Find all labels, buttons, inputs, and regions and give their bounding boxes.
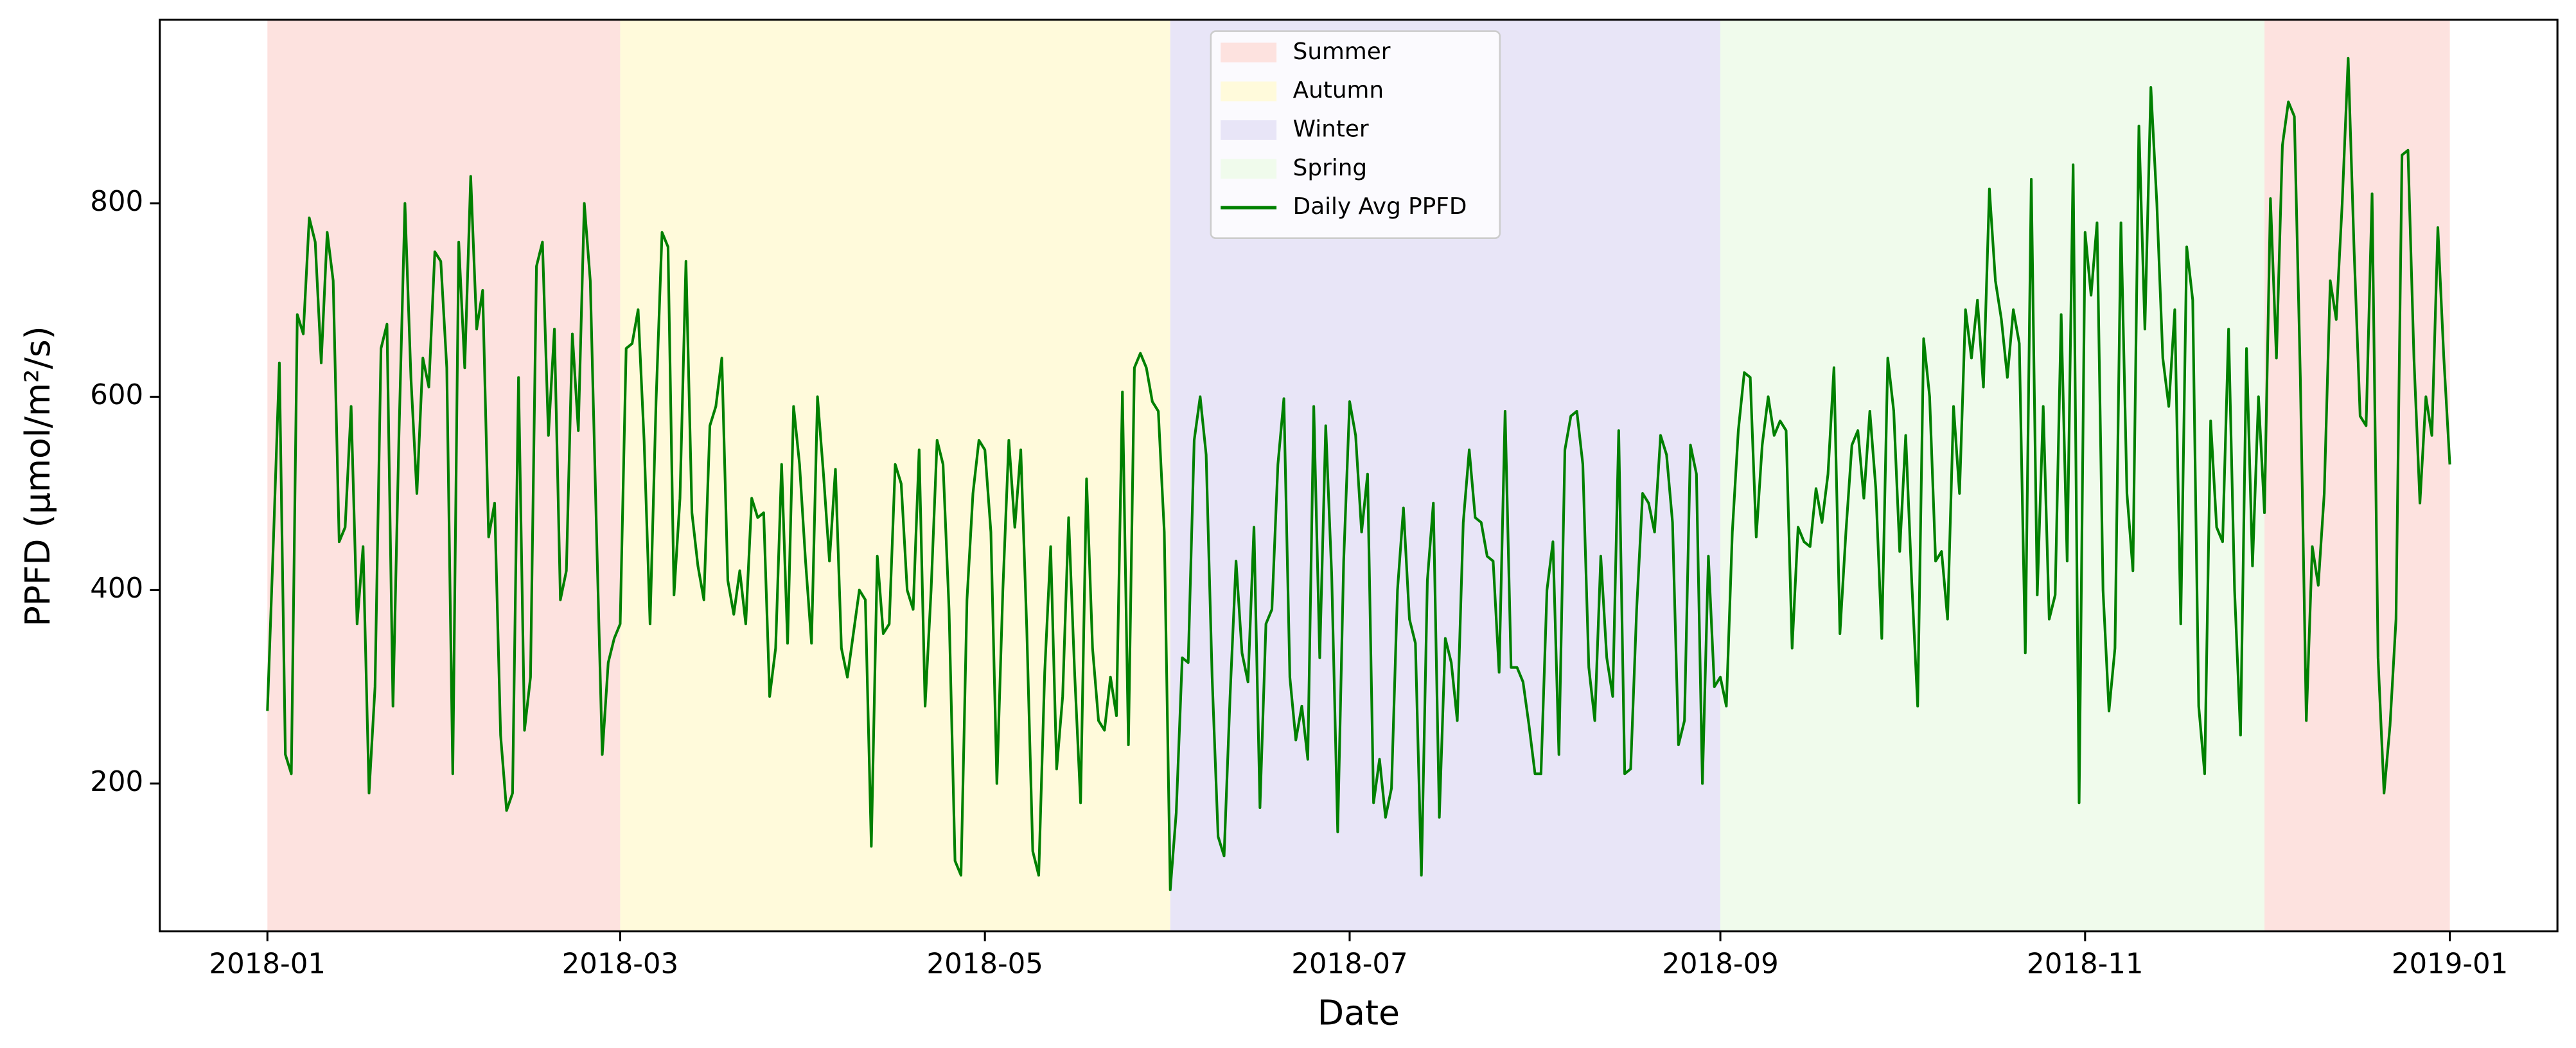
x-tick-label: 2019-01 (2392, 948, 2509, 981)
x-tick-label: 2018-05 (926, 948, 1043, 981)
y-axis-label: PPFD (μmol/m²/s) (17, 326, 58, 626)
y-tick-label: 400 (90, 573, 143, 605)
x-axis-label: Date (1318, 993, 1400, 1033)
x-tick-label: 2018-07 (1291, 948, 1408, 981)
legend-label: Autumn (1293, 77, 1384, 103)
legend-swatch (1221, 42, 1277, 63)
legend: Summer Autumn Winter Spring Daily Avg PPFD (1210, 30, 1501, 239)
season-band (1720, 19, 2265, 932)
legend-swatch (1221, 81, 1277, 102)
legend-swatch (1221, 120, 1277, 140)
x-tick-label: 2018-03 (562, 948, 679, 981)
legend-box (1210, 30, 1501, 239)
data-line (266, 57, 2451, 891)
y-tick-label: 800 (90, 186, 143, 218)
x-tick-label: 2018-01 (209, 948, 326, 981)
ticks: 200 400 600 800 2018-01 2018-03 2018-05 2018-07… (90, 186, 2508, 981)
legend-label: Winter (1293, 116, 1369, 142)
season-band (267, 19, 621, 932)
legend-swatch (1221, 159, 1277, 179)
y-tick-label: 200 (90, 766, 143, 798)
x-tick-label: 2018-11 (2027, 948, 2144, 981)
plot-frame (159, 19, 2559, 933)
legend-label: Daily Avg PPFD (1293, 193, 1467, 220)
y-tick-label: 600 (90, 379, 143, 411)
legend-label: Spring (1293, 155, 1367, 181)
x-tick-label: 2018-09 (1662, 948, 1779, 981)
legend-label: Summer (1293, 39, 1391, 65)
plot-lines (266, 57, 2451, 891)
